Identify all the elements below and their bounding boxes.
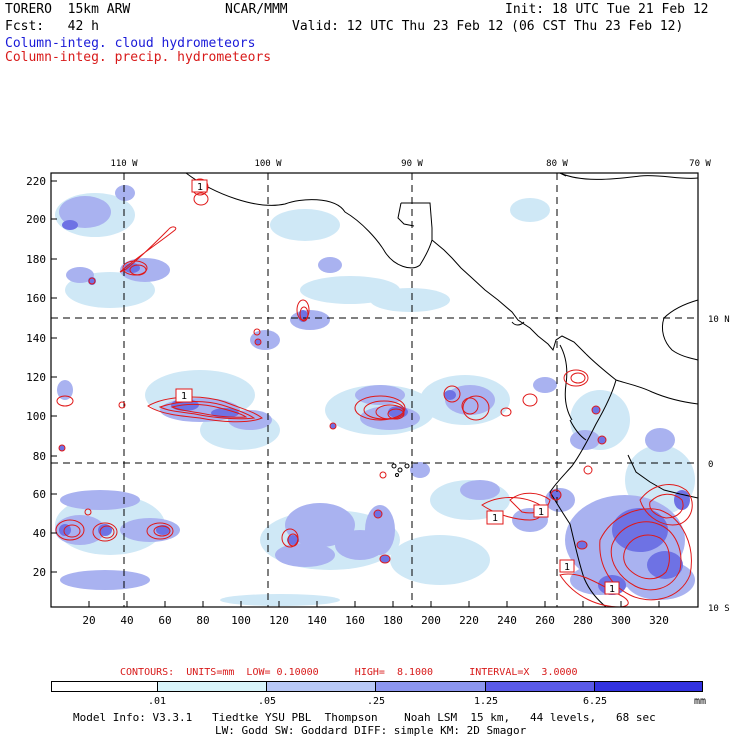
contour-label: 1 [492,513,498,524]
x-tick-label: 80 [196,614,209,627]
x-tick-label: 160 [345,614,365,627]
physics-info: LW: Godd SW: Goddard DIFF: simple KM: 2D… [215,724,527,737]
colorbar-label: .05 [257,696,277,707]
model-title: TORERO 15km ARW [5,2,131,17]
y-tick-label: 60 [33,488,46,501]
contour-label: 1 [538,507,544,518]
colorbar-label: .01 [147,696,167,707]
colorbar-label: 6.25 [582,696,608,707]
y-tick-label: 160 [26,292,46,305]
x-tick-label: 280 [573,614,593,627]
colorbar-segment [157,681,267,692]
colorbar-segment [51,681,158,692]
precip-field-title: Column-integ. precip. hydrometeors [5,50,272,65]
colorbar-segment [266,681,376,692]
y-tick-label: 140 [26,332,46,345]
contour-label: 1 [197,182,203,193]
galapagos-islands [391,463,410,477]
center-name: NCAR/MMM [225,2,288,17]
x-tick-label: 320 [649,614,669,627]
lon-label: 100 W [254,159,282,169]
valid-time: Valid: 12 UTC Thu 23 Feb 12 (06 CST Thu … [292,19,684,34]
y-tick-label: 80 [33,450,46,463]
x-tick-label: 220 [459,614,479,627]
x-tick-label: 260 [535,614,555,627]
y-tick-label: 220 [26,175,46,188]
lat-label: 10 S [708,604,730,614]
lon-label: 110 W [110,159,138,169]
contour-label: 1 [564,562,570,573]
x-tick-label: 140 [307,614,327,627]
x-tick-label: 100 [231,614,251,627]
colorbar-label: .25 [366,696,386,707]
model-info: Model Info: V3.3.1 Tiedtke YSU PBL Thomp… [73,711,656,724]
x-tick-label: 60 [158,614,171,627]
right-lat-labels: 10 N 0 10 S [708,315,730,614]
contour-label: 1 [609,584,615,595]
colorbar-segment [594,681,703,692]
y-tick-label: 20 [33,566,46,579]
coastline [185,172,699,608]
lat-label: 0 [708,460,713,470]
x-tick-label: 40 [120,614,133,627]
contour-label-boxes: 1 1 1 1 1 1 [175,179,620,595]
colorbar-segment [485,681,595,692]
init-time: Init: 18 UTC Tue 21 Feb 12 [505,2,709,17]
x-tick-label: 300 [611,614,631,627]
y-tick-label: 40 [33,527,46,540]
y-tick-label: 200 [26,213,46,226]
y-tick-label: 120 [26,371,46,384]
y-tick-label: 180 [26,253,46,266]
lon-label: 90 W [401,159,423,169]
colorbar-label: 1.25 [473,696,499,707]
forecast-hour: Fcst: 42 h [5,19,99,34]
contour-info: CONTOURS: UNITS=mm LOW= 0.10000 HIGH= 8.… [120,667,578,678]
cloud-field-title: Column-integ. cloud hydrometeors [5,36,256,51]
lat-label: 10 N [708,315,730,325]
lon-label: 70 W [689,159,711,169]
x-tick-label: 240 [497,614,517,627]
graticule [51,173,698,607]
y-tick-labels: 220 200 180 160 140 120 100 80 60 40 20 [26,175,46,579]
lon-label: 80 W [546,159,568,169]
x-tick-label: 200 [421,614,441,627]
x-tick-label: 20 [82,614,95,627]
x-tick-labels: 20 40 60 80 100 120 140 160 180 200 220 … [82,614,669,627]
y-tick-label: 100 [26,410,46,423]
x-tick-label: 180 [383,614,403,627]
top-lon-labels: 110 W 100 W 90 W 80 W 70 W [110,159,711,169]
x-tick-label: 120 [269,614,289,627]
axis-ticks [51,180,660,607]
colorbar-segment [375,681,486,692]
contour-label: 1 [181,391,187,402]
colorbar-units: mm [693,696,707,707]
map-frame [50,172,699,608]
